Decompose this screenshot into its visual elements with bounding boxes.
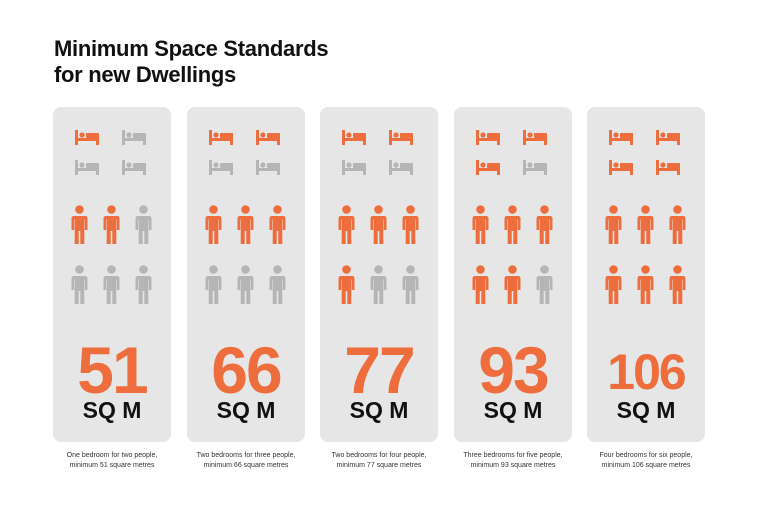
person-icon-filled	[370, 205, 387, 250]
caption-line-1: One bedroom for two people,	[66, 452, 158, 459]
bed-icon-filled	[609, 129, 633, 150]
dwelling-card: 93 SQ M	[454, 107, 572, 442]
person-icon-empty	[237, 265, 254, 310]
bed-icon-empty	[523, 159, 547, 180]
area-unit: SQ M	[483, 397, 543, 423]
bed-icon-empty	[122, 129, 146, 150]
caption-line-2: minimum 93 square metres	[470, 462, 556, 469]
person-icon-empty	[205, 265, 222, 310]
person-icon-filled	[637, 265, 654, 310]
person-icon-filled	[338, 265, 355, 310]
person-icon-empty	[370, 265, 387, 310]
person-icon-empty	[135, 265, 152, 310]
person-icon-empty	[402, 265, 419, 310]
dwelling-card: 66 SQ M	[187, 107, 305, 442]
area-value: 93	[478, 333, 549, 407]
caption-line-2: minimum 51 square metres	[69, 462, 155, 469]
dwelling-card: 106 SQ M	[587, 107, 705, 442]
person-icon-empty	[536, 265, 553, 310]
caption-line-1: Two bedrooms for three people,	[196, 452, 296, 459]
caption-line-2: minimum 77 square metres	[336, 462, 422, 469]
bed-icon-filled	[656, 159, 680, 180]
person-icon-empty	[103, 265, 120, 310]
bed-icon-filled	[523, 129, 547, 150]
area-value: 77	[344, 333, 415, 407]
bed-icon-filled	[75, 129, 99, 150]
caption-line-1: Four bedrooms for six people,	[599, 452, 693, 459]
dwelling-caption: Two bedrooms for four people, minimum 77 …	[309, 451, 449, 471]
person-icon-filled	[402, 205, 419, 250]
person-icon-filled	[472, 205, 489, 250]
person-icon-empty	[71, 265, 88, 310]
person-icon-filled	[605, 265, 622, 310]
person-icon-filled	[71, 205, 88, 250]
bed-icon-filled	[389, 129, 413, 150]
area-unit: SQ M	[82, 397, 142, 423]
dwelling-caption: One bedroom for two people, minimum 51 sq…	[42, 451, 182, 471]
dwelling-caption: Two bedrooms for three people, minimum 66…	[176, 451, 316, 471]
bed-icon-empty	[342, 159, 366, 180]
title-line-1: Minimum Space Standards	[54, 36, 329, 61]
person-icon-empty	[269, 265, 286, 310]
person-icon-filled	[205, 205, 222, 250]
bed-icon-filled	[476, 129, 500, 150]
dwelling-caption: Three bedrooms for five people, minimum 9…	[443, 451, 583, 471]
person-icon-filled	[536, 205, 553, 250]
caption-line-1: Three bedrooms for five people,	[463, 452, 563, 459]
person-icon-filled	[504, 265, 521, 310]
area-value: 66	[211, 333, 282, 407]
person-icon-filled	[605, 205, 622, 250]
person-icon-filled	[269, 205, 286, 250]
area-value: 106	[607, 344, 686, 400]
dwelling-card: 51 SQ M	[53, 107, 171, 442]
person-icon-filled	[669, 205, 686, 250]
person-icon-filled	[504, 205, 521, 250]
bed-icon-empty	[209, 159, 233, 180]
area-unit: SQ M	[349, 397, 409, 423]
chart-title: Minimum Space Standards for new Dwelling…	[54, 36, 329, 88]
bed-icon-empty	[122, 159, 146, 180]
dwelling-card: 77 SQ M	[320, 107, 438, 442]
bed-icon-filled	[476, 159, 500, 180]
caption-line-1: Two bedrooms for four people,	[331, 452, 427, 459]
caption-line-2: minimum 106 square metres	[601, 462, 691, 469]
dwelling-caption: Four bedrooms for six people, minimum 106…	[576, 451, 716, 471]
person-icon-filled	[237, 205, 254, 250]
bed-icon-filled	[342, 129, 366, 150]
title-line-2: for new Dwellings	[54, 62, 236, 87]
person-icon-filled	[103, 205, 120, 250]
bed-icon-filled	[209, 129, 233, 150]
person-icon-empty	[135, 205, 152, 250]
bed-icon-empty	[75, 159, 99, 180]
caption-line-2: minimum 66 square metres	[203, 462, 289, 469]
person-icon-filled	[338, 205, 355, 250]
person-icon-filled	[472, 265, 489, 310]
bed-icon-empty	[389, 159, 413, 180]
bed-icon-filled	[656, 129, 680, 150]
bed-icon-filled	[609, 159, 633, 180]
person-icon-filled	[637, 205, 654, 250]
area-unit: SQ M	[616, 397, 676, 423]
person-icon-filled	[669, 265, 686, 310]
bed-icon-filled	[256, 129, 280, 150]
area-unit: SQ M	[216, 397, 276, 423]
area-value: 51	[77, 333, 148, 407]
bed-icon-empty	[256, 159, 280, 180]
